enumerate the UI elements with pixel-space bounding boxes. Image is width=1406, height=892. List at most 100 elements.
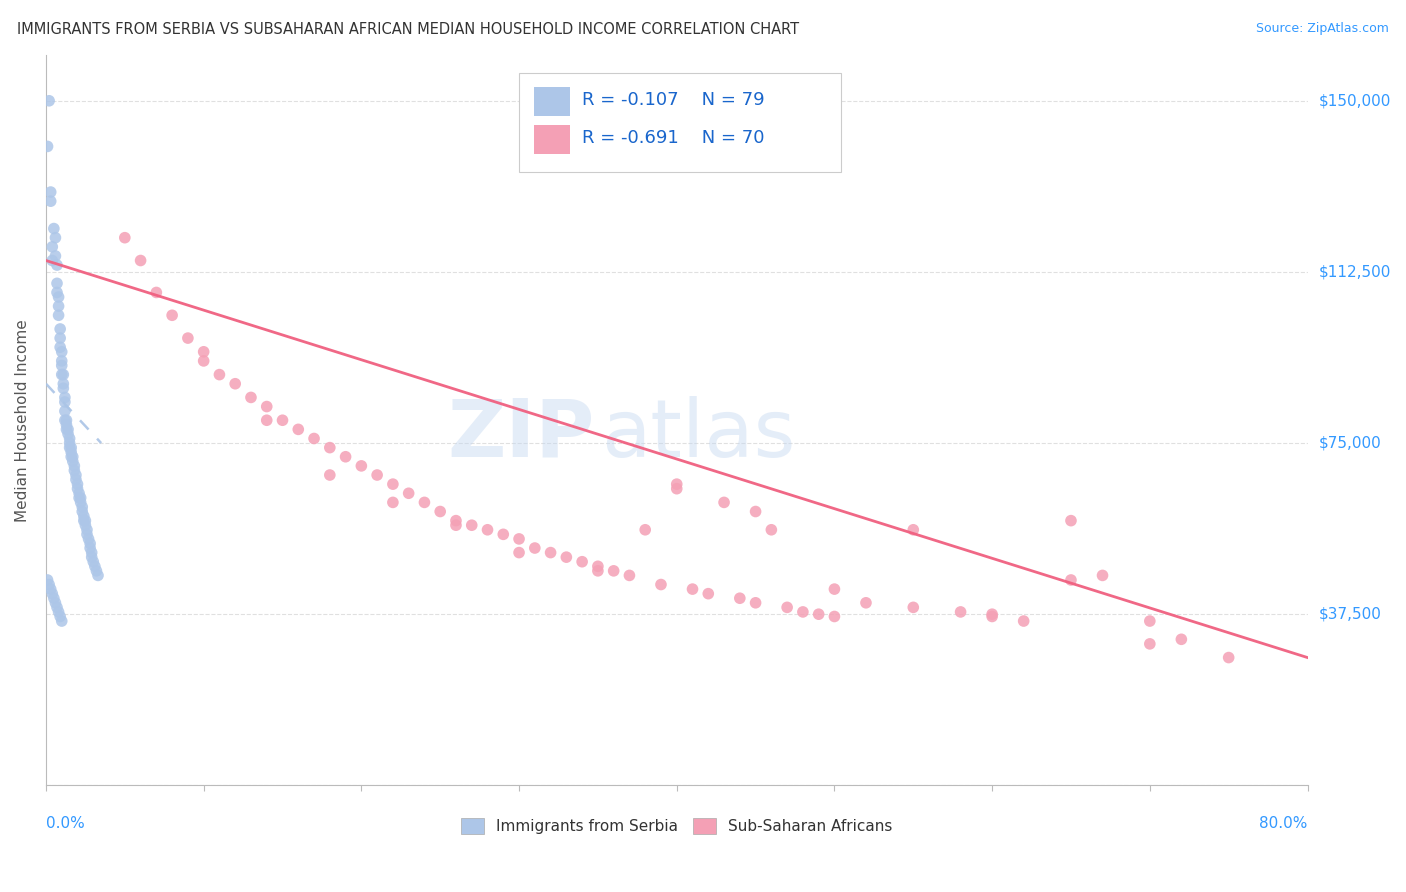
Point bbox=[86, 564, 108, 578]
Bar bbox=[534, 87, 569, 116]
Point bbox=[60, 441, 83, 455]
Point bbox=[792, 605, 814, 619]
Point bbox=[823, 609, 845, 624]
Point bbox=[66, 477, 89, 491]
Point bbox=[823, 582, 845, 596]
Point bbox=[70, 500, 93, 514]
Point bbox=[56, 422, 79, 436]
Point bbox=[63, 463, 86, 477]
Point bbox=[80, 550, 103, 565]
Point bbox=[51, 359, 73, 373]
Point bbox=[444, 514, 467, 528]
Point bbox=[429, 504, 451, 518]
Point bbox=[477, 523, 499, 537]
Point bbox=[62, 450, 84, 464]
Point bbox=[208, 368, 231, 382]
Point bbox=[461, 518, 484, 533]
Point bbox=[256, 413, 278, 427]
Y-axis label: Median Household Income: Median Household Income bbox=[15, 318, 30, 522]
Text: 80.0%: 80.0% bbox=[1260, 816, 1308, 831]
Point bbox=[744, 504, 766, 518]
Point bbox=[77, 532, 100, 546]
Point bbox=[38, 577, 60, 591]
Point bbox=[53, 391, 76, 405]
Point bbox=[287, 422, 309, 436]
Point bbox=[665, 482, 688, 496]
Point bbox=[571, 555, 593, 569]
Point bbox=[1091, 568, 1114, 582]
Point bbox=[56, 426, 79, 441]
Text: $150,000: $150,000 bbox=[1319, 94, 1391, 108]
Point bbox=[44, 230, 66, 244]
Point bbox=[70, 504, 93, 518]
Point bbox=[82, 555, 104, 569]
Point bbox=[49, 331, 72, 345]
Point bbox=[62, 454, 84, 468]
Point bbox=[381, 495, 404, 509]
Point bbox=[981, 607, 1004, 622]
Point bbox=[903, 523, 925, 537]
Point bbox=[52, 368, 75, 382]
Point bbox=[240, 391, 263, 405]
Point bbox=[444, 518, 467, 533]
Point bbox=[46, 277, 69, 291]
Text: $75,000: $75,000 bbox=[1319, 435, 1381, 450]
Point bbox=[59, 432, 82, 446]
Point bbox=[53, 404, 76, 418]
Point bbox=[39, 185, 62, 199]
Point bbox=[41, 253, 63, 268]
Point bbox=[665, 477, 688, 491]
Point bbox=[66, 482, 89, 496]
Point bbox=[193, 344, 215, 359]
Text: R = -0.107    N = 79: R = -0.107 N = 79 bbox=[582, 91, 765, 110]
Point bbox=[398, 486, 420, 500]
Point bbox=[59, 436, 82, 450]
Point bbox=[160, 308, 183, 322]
Text: IMMIGRANTS FROM SERBIA VS SUBSAHARAN AFRICAN MEDIAN HOUSEHOLD INCOME CORRELATION: IMMIGRANTS FROM SERBIA VS SUBSAHARAN AFR… bbox=[17, 22, 799, 37]
Point bbox=[63, 458, 86, 473]
Point bbox=[76, 527, 98, 541]
Point bbox=[761, 523, 783, 537]
Point bbox=[53, 413, 76, 427]
Point bbox=[49, 322, 72, 336]
Point bbox=[51, 354, 73, 368]
Point bbox=[51, 344, 73, 359]
Point bbox=[903, 600, 925, 615]
Point bbox=[69, 495, 91, 509]
Point bbox=[87, 568, 110, 582]
Point bbox=[335, 450, 357, 464]
Point bbox=[776, 600, 799, 615]
Point bbox=[46, 285, 69, 300]
Point bbox=[949, 605, 972, 619]
Point bbox=[256, 400, 278, 414]
Text: 0.0%: 0.0% bbox=[46, 816, 84, 831]
Point bbox=[1218, 650, 1240, 665]
Point bbox=[302, 432, 325, 446]
Point bbox=[508, 532, 530, 546]
Text: ZIP: ZIP bbox=[447, 396, 595, 474]
Point bbox=[38, 94, 60, 108]
Point bbox=[1060, 573, 1083, 587]
Point bbox=[76, 523, 98, 537]
Point bbox=[350, 458, 373, 473]
Point bbox=[44, 249, 66, 263]
Point bbox=[855, 596, 877, 610]
Point bbox=[52, 381, 75, 395]
Point bbox=[271, 413, 294, 427]
Point bbox=[586, 559, 609, 574]
Point bbox=[41, 240, 63, 254]
Text: $37,500: $37,500 bbox=[1319, 607, 1382, 622]
Point bbox=[55, 422, 77, 436]
Point bbox=[42, 591, 65, 606]
Point bbox=[79, 536, 101, 550]
Point bbox=[193, 354, 215, 368]
Point bbox=[508, 545, 530, 559]
Point bbox=[713, 495, 735, 509]
Point bbox=[48, 308, 70, 322]
Point bbox=[697, 587, 720, 601]
Point bbox=[80, 545, 103, 559]
Point bbox=[37, 573, 59, 587]
Text: Source: ZipAtlas.com: Source: ZipAtlas.com bbox=[1256, 22, 1389, 36]
Point bbox=[79, 541, 101, 555]
Point bbox=[145, 285, 167, 300]
